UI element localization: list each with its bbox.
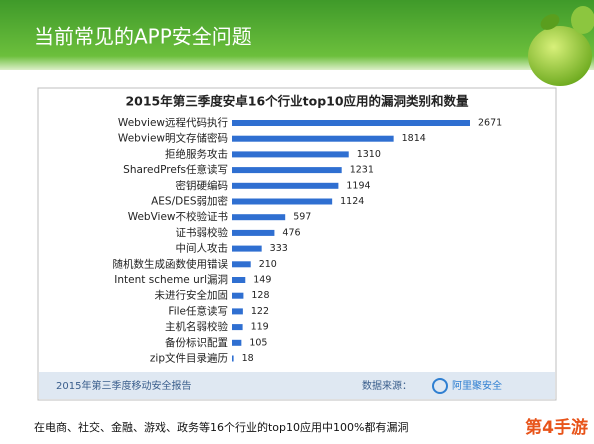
value-label: 119 [251, 322, 269, 333]
value-label: 210 [259, 259, 277, 270]
bar [232, 339, 242, 346]
bar [232, 182, 339, 189]
bar [232, 151, 349, 158]
chart-frame [37, 87, 557, 401]
value-label: 1310 [357, 149, 381, 160]
bar [232, 214, 286, 221]
category-label: WebView不校验证书 [128, 210, 228, 223]
bar [232, 324, 243, 331]
value-label: 1124 [340, 196, 364, 207]
source-logo [432, 378, 448, 394]
bar [232, 167, 342, 174]
category-label: zip文件目录遍历 [150, 352, 228, 365]
footer-source-label: 数据来源： [362, 379, 412, 392]
value-label: 105 [249, 337, 267, 348]
value-label: 2671 [478, 118, 502, 129]
slide-title: 当前常见的APP安全问题 [34, 25, 252, 49]
category-label: 密钥硬编码 [176, 179, 229, 192]
watermark: 第4手游 [525, 417, 588, 438]
caption: 在电商、社交、金融、游戏、政务等16个行业的top10应用中100%都有漏洞 [34, 420, 408, 434]
bar [232, 229, 275, 236]
bar [232, 135, 394, 142]
bar [232, 245, 262, 252]
category-label: 主机名弱校验 [165, 320, 228, 333]
bar [232, 308, 243, 315]
bar [232, 261, 251, 268]
value-label: 476 [282, 227, 300, 238]
bar [232, 120, 470, 126]
value-label: 1194 [346, 180, 370, 191]
category-label: Intent scheme url漏洞 [114, 274, 228, 286]
value-label: 128 [251, 290, 269, 301]
bar [232, 355, 234, 362]
bar [232, 198, 333, 205]
value-label: 122 [251, 306, 269, 317]
category-label: 证书弱校验 [176, 226, 229, 239]
category-label: Webview远程代码执行 [118, 116, 229, 129]
category-label: Webview明文存储密码 [118, 132, 228, 145]
value-label: 1814 [402, 133, 426, 144]
footer-report: 2015年第三季度移动安全报告 [56, 379, 191, 392]
value-label: 597 [293, 212, 311, 223]
header-band [0, 0, 594, 70]
value-label: 18 [242, 353, 254, 364]
category-label: 随机数生成函数使用错误 [113, 257, 229, 270]
category-label: 备份标识配置 [165, 336, 228, 349]
category-label: AES/DES弱加密 [151, 195, 228, 208]
category-label: SharedPrefs任意读写 [123, 163, 228, 176]
category-label: 未进行安全加固 [155, 289, 229, 302]
chart-title: 2015年第三季度安卓16个行业top10应用的漏洞类别和数量 [125, 94, 469, 109]
category-label: 拒绝服务攻击 [165, 147, 228, 160]
bar [232, 292, 244, 299]
value-label: 1231 [350, 165, 374, 176]
apple-icon [528, 6, 594, 86]
value-label: 149 [253, 275, 271, 286]
footer-band [39, 372, 555, 399]
category-label: File任意读写 [168, 304, 228, 317]
footer-source: 阿里聚安全 [452, 379, 502, 392]
category-label: 中间人攻击 [176, 242, 229, 255]
value-label: 333 [270, 243, 288, 254]
bar [232, 277, 246, 283]
